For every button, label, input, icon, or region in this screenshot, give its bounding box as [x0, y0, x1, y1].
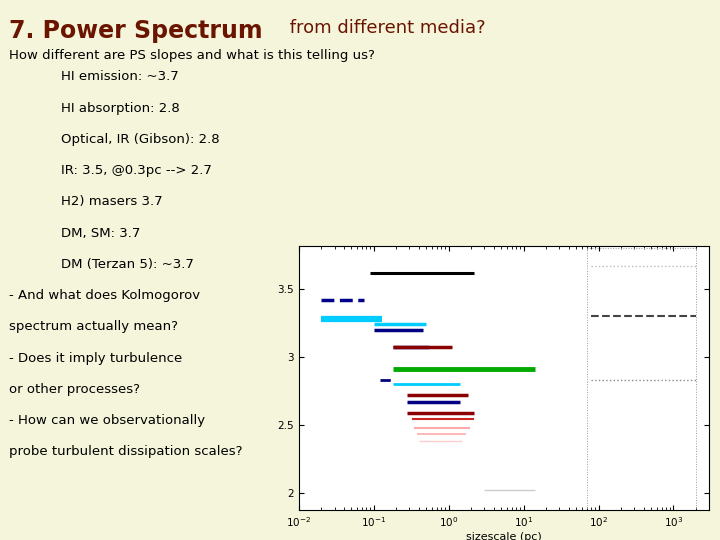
- X-axis label: sizescale (pc): sizescale (pc): [466, 532, 542, 540]
- Text: DM (Terzan 5): ~3.7: DM (Terzan 5): ~3.7: [61, 258, 194, 271]
- Text: or other processes?: or other processes?: [9, 383, 140, 396]
- Text: probe turbulent dissipation scales?: probe turbulent dissipation scales?: [9, 446, 242, 458]
- Text: Optical, IR (Gibson): 2.8: Optical, IR (Gibson): 2.8: [61, 133, 220, 146]
- Text: spectrum actually mean?: spectrum actually mean?: [9, 320, 178, 333]
- Text: 7. Power Spectrum: 7. Power Spectrum: [9, 19, 262, 43]
- Text: HI absorption: 2.8: HI absorption: 2.8: [61, 102, 180, 114]
- Text: H2) masers 3.7: H2) masers 3.7: [61, 195, 163, 208]
- Text: - And what does Kolmogorov: - And what does Kolmogorov: [9, 289, 199, 302]
- Bar: [587, 248, 696, 510]
- Text: IR: 3.5, @0.3pc --> 2.7: IR: 3.5, @0.3pc --> 2.7: [61, 164, 212, 177]
- Text: - How can we observationally: - How can we observationally: [9, 414, 204, 427]
- Text: from different media?: from different media?: [284, 19, 486, 37]
- Text: HI emission: ~3.7: HI emission: ~3.7: [61, 70, 179, 83]
- Text: - Does it imply turbulence: - Does it imply turbulence: [9, 352, 182, 365]
- Text: DM, SM: 3.7: DM, SM: 3.7: [61, 227, 140, 240]
- Text: How different are PS slopes and what is this telling us?: How different are PS slopes and what is …: [9, 49, 374, 62]
